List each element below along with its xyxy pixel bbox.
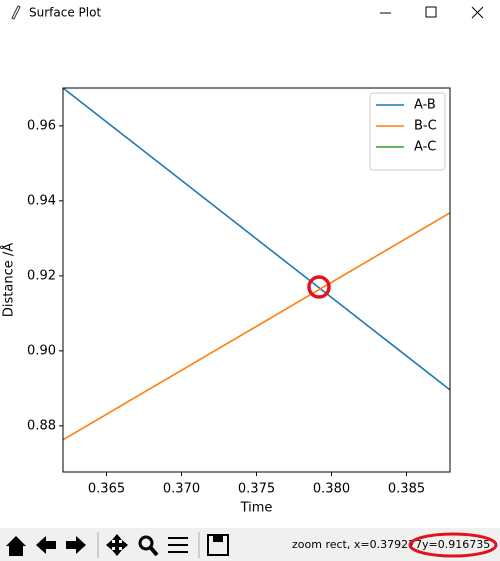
status-text: zoom rect, x=0.379277 bbox=[292, 538, 422, 551]
home-button[interactable] bbox=[6, 536, 26, 556]
forward-button[interactable] bbox=[66, 536, 86, 554]
maximize-button[interactable] bbox=[425, 6, 437, 18]
zoom-button[interactable] bbox=[138, 535, 154, 551]
zoom-handle bbox=[149, 546, 159, 557]
configure-button[interactable] bbox=[168, 537, 188, 553]
back-button[interactable] bbox=[36, 536, 56, 554]
y-tick-label: 0.92 bbox=[27, 268, 56, 283]
pan-button[interactable] bbox=[106, 534, 128, 556]
plot-frame bbox=[62, 87, 451, 473]
y-tick-label: 0.94 bbox=[27, 193, 56, 208]
legend-box bbox=[369, 92, 446, 171]
legend-label: B-C bbox=[414, 119, 437, 134]
x-tick-label: 0.380 bbox=[313, 482, 350, 497]
save-button[interactable] bbox=[207, 534, 229, 556]
y-tick-label: 0.88 bbox=[27, 418, 56, 433]
legend-label: A-C bbox=[414, 140, 436, 155]
y-tick-label: 0.96 bbox=[27, 118, 56, 133]
toolbar-icons bbox=[6, 534, 229, 557]
series-line bbox=[63, 88, 450, 391]
close-button[interactable] bbox=[471, 6, 484, 19]
x-tick-label: 0.375 bbox=[238, 482, 275, 497]
highlight-circle bbox=[307, 275, 331, 299]
highlight-ellipse bbox=[408, 532, 498, 558]
status-y-text: y=0.916735 bbox=[422, 538, 490, 551]
series-line bbox=[63, 212, 450, 441]
y-axis-label: Distance /Å bbox=[1, 243, 17, 317]
y-tick-label: 0.90 bbox=[27, 343, 56, 358]
x-axis-label: Time bbox=[240, 501, 273, 516]
save-icon-part bbox=[213, 536, 223, 542]
window-title: Surface Plot bbox=[29, 6, 101, 20]
x-tick-label: 0.365 bbox=[88, 482, 125, 497]
app-icon bbox=[11, 5, 21, 20]
x-tick-label: 0.370 bbox=[163, 482, 200, 497]
x-tick-label: 0.385 bbox=[388, 482, 425, 497]
legend-label: A-B bbox=[414, 98, 436, 113]
